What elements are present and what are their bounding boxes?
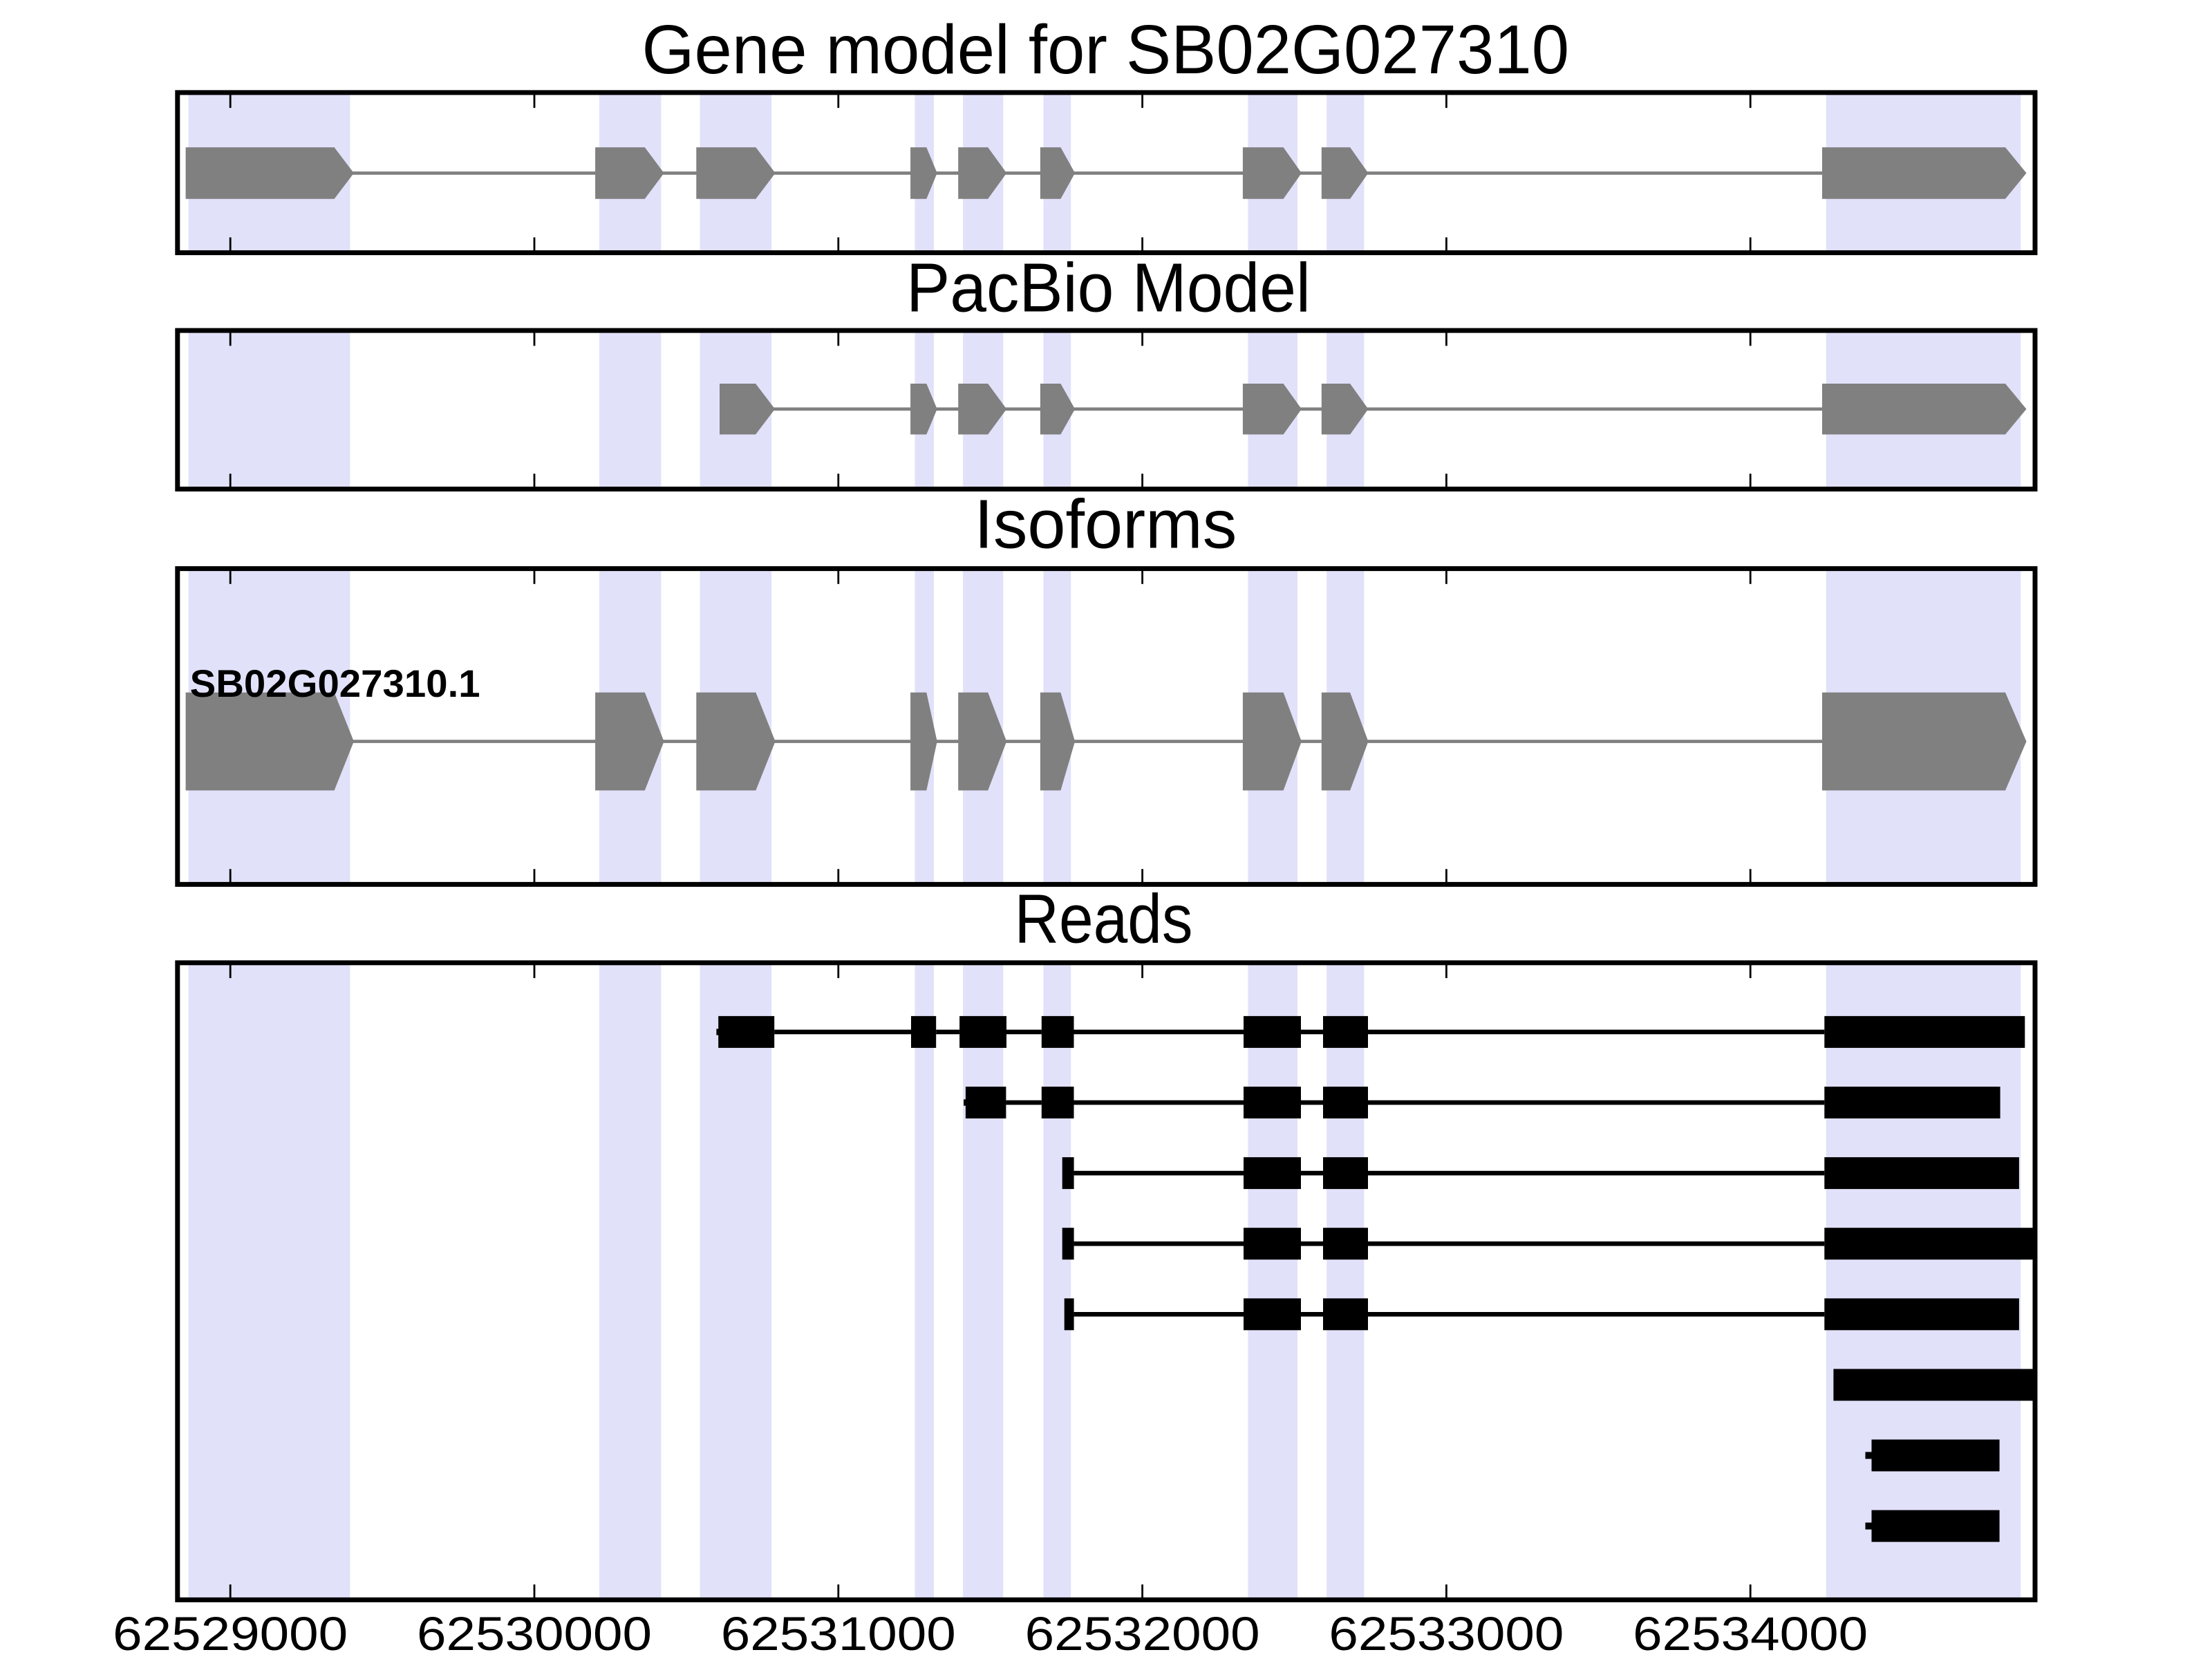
svg-text:SB02G027310.1: SB02G027310.1 [190,662,480,705]
svg-text:62532000: 62532000 [1025,1607,1260,1659]
svg-text:Reads: Reads [1015,881,1193,958]
svg-text:Gene model for SB02G027310: Gene model for SB02G027310 [642,11,1570,88]
svg-text:PacBio Model: PacBio Model [906,250,1311,327]
svg-text:62534000: 62534000 [1633,1607,1868,1659]
svg-text:62530000: 62530000 [417,1607,652,1659]
svg-text:Isoforms: Isoforms [974,485,1237,563]
svg-text:62531000: 62531000 [721,1607,956,1659]
svg-text:62533000: 62533000 [1329,1607,1564,1659]
svg-text:62529000: 62529000 [113,1607,348,1659]
